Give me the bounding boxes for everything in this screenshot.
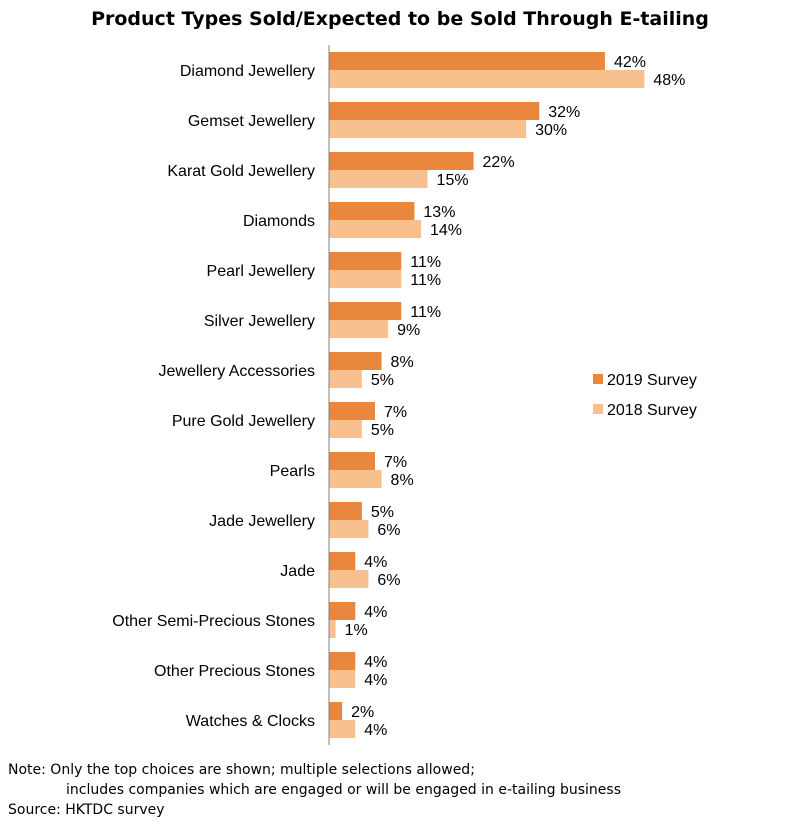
category-label-silver-jewellery: Silver Jewellery (204, 313, 315, 330)
value-label-2018-survey-pearl-jewellery: 11% (410, 272, 441, 289)
value-label-2018-survey-watches-clocks: 4% (364, 722, 387, 739)
bar-2018-survey-jade-jewellery (329, 520, 369, 538)
value-label-2018-survey-jade: 6% (377, 572, 400, 589)
value-label-2018-survey-diamonds: 14% (430, 222, 462, 239)
bar-2018-survey-other-precious-stones (329, 670, 356, 688)
bar-2018-survey-gemset-jewellery (329, 120, 527, 138)
bar-2019-survey-jade (329, 552, 356, 570)
value-label-2019-survey-other-precious-stones: 4% (364, 654, 387, 671)
category-label-diamonds: Diamonds (243, 213, 315, 230)
value-label-2018-survey-gemset-jewellery: 30% (535, 122, 567, 139)
category-label-jade: Jade (280, 563, 315, 580)
value-label-2019-survey-diamonds: 13% (423, 204, 455, 221)
bar-2019-survey-jade-jewellery (329, 502, 362, 520)
bar-2019-survey-watches-clocks (329, 702, 343, 720)
bars-layer (329, 52, 645, 738)
value-label-2018-survey-other-semi-precious-stones: 1% (345, 622, 368, 639)
bar-2019-survey-diamonds (329, 202, 415, 220)
category-label-pure-gold-jewellery: Pure Gold Jewellery (172, 413, 315, 430)
value-label-2019-survey-jade-jewellery: 5% (371, 504, 394, 521)
category-label-jewellery-accessories: Jewellery Accessories (159, 363, 316, 380)
category-label-pearl-jewellery: Pearl Jewellery (207, 263, 315, 280)
bar-2018-survey-diamonds (329, 220, 421, 238)
bar-2019-survey-pure-gold-jewellery (329, 402, 375, 420)
source-line: Source: HKTDC survey (8, 802, 165, 818)
category-label-pearls: Pearls (270, 463, 315, 480)
value-label-2018-survey-jewellery-accessories: 5% (371, 372, 394, 389)
category-label-karat-gold-jewellery: Karat Gold Jewellery (167, 163, 315, 180)
bar-chart: Diamond Jewellery 42% 48% Gemset Jewellery 3… (112, 45, 697, 745)
bar-2018-survey-pearls (329, 470, 382, 488)
value-label-2019-survey-other-semi-precious-stones: 4% (364, 604, 387, 621)
bar-2019-survey-diamond-jewellery (329, 52, 605, 70)
value-label-2019-survey-jewellery-accessories: 8% (391, 354, 414, 371)
value-label-2018-survey-karat-gold-jewellery: 15% (437, 172, 469, 189)
legend-label-2018-survey: 2018 Survey (607, 402, 697, 419)
value-label-2019-survey-watches-clocks: 2% (351, 704, 374, 721)
chart-title: Product Types Sold/Expected to be Sold T… (91, 8, 709, 30)
category-label-other-precious-stones: Other Precious Stones (154, 663, 315, 680)
value-label-2018-survey-other-precious-stones: 4% (364, 672, 387, 689)
value-label-2019-survey-pearls: 7% (384, 454, 407, 471)
category-label-other-semi-precious-stones: Other Semi-Precious Stones (112, 613, 315, 630)
category-label-watches-clocks: Watches & Clocks (186, 713, 315, 730)
labels-layer: Diamond Jewellery 42% 48% Gemset Jewellery 3… (112, 54, 685, 739)
value-label-2019-survey-gemset-jewellery: 32% (548, 104, 580, 121)
value-label-2018-survey-pure-gold-jewellery: 5% (371, 422, 394, 439)
legend-label-2019-survey: 2019 Survey (607, 372, 697, 389)
bar-2019-survey-other-precious-stones (329, 652, 356, 670)
category-label-jade-jewellery: Jade Jewellery (209, 513, 315, 530)
value-label-2019-survey-pure-gold-jewellery: 7% (384, 404, 407, 421)
note-line-1: Note: Only the top choices are shown; mu… (8, 762, 475, 778)
bar-2018-survey-watches-clocks (329, 720, 356, 738)
bar-2019-survey-karat-gold-jewellery (329, 152, 474, 170)
bar-2018-survey-diamond-jewellery (329, 70, 645, 88)
value-label-2019-survey-karat-gold-jewellery: 22% (483, 154, 515, 171)
value-label-2019-survey-pearl-jewellery: 11% (410, 254, 441, 271)
value-label-2019-survey-diamond-jewellery: 42% (614, 54, 646, 71)
legend-swatch-2019-survey (593, 374, 603, 384)
value-label-2018-survey-jade-jewellery: 6% (377, 522, 400, 539)
bar-2018-survey-karat-gold-jewellery (329, 170, 428, 188)
bar-2018-survey-silver-jewellery (329, 320, 389, 338)
bar-2019-survey-pearl-jewellery (329, 252, 402, 270)
bar-2018-survey-pure-gold-jewellery (329, 420, 362, 438)
bar-2019-survey-silver-jewellery (329, 302, 402, 320)
category-label-diamond-jewellery: Diamond Jewellery (180, 63, 315, 80)
bar-2019-survey-jewellery-accessories (329, 352, 382, 370)
legend: 2019 Survey 2018 Survey (593, 372, 697, 419)
value-label-2018-survey-diamond-jewellery: 48% (653, 72, 685, 89)
legend-swatch-2018-survey (593, 404, 603, 414)
bar-2018-survey-jewellery-accessories (329, 370, 362, 388)
value-label-2018-survey-silver-jewellery: 9% (397, 322, 420, 339)
bar-2018-survey-pearl-jewellery (329, 270, 402, 288)
bar-2019-survey-other-semi-precious-stones (329, 602, 356, 620)
note-line-2: includes companies which are engaged or … (66, 782, 621, 798)
category-label-gemset-jewellery: Gemset Jewellery (188, 113, 315, 130)
bar-2018-survey-jade (329, 570, 369, 588)
bar-2018-survey-other-semi-precious-stones (329, 620, 336, 638)
value-label-2019-survey-jade: 4% (364, 554, 387, 571)
value-label-2019-survey-silver-jewellery: 11% (410, 304, 441, 321)
bar-2019-survey-gemset-jewellery (329, 102, 540, 120)
value-label-2018-survey-pearls: 8% (391, 472, 414, 489)
bar-2019-survey-pearls (329, 452, 375, 470)
